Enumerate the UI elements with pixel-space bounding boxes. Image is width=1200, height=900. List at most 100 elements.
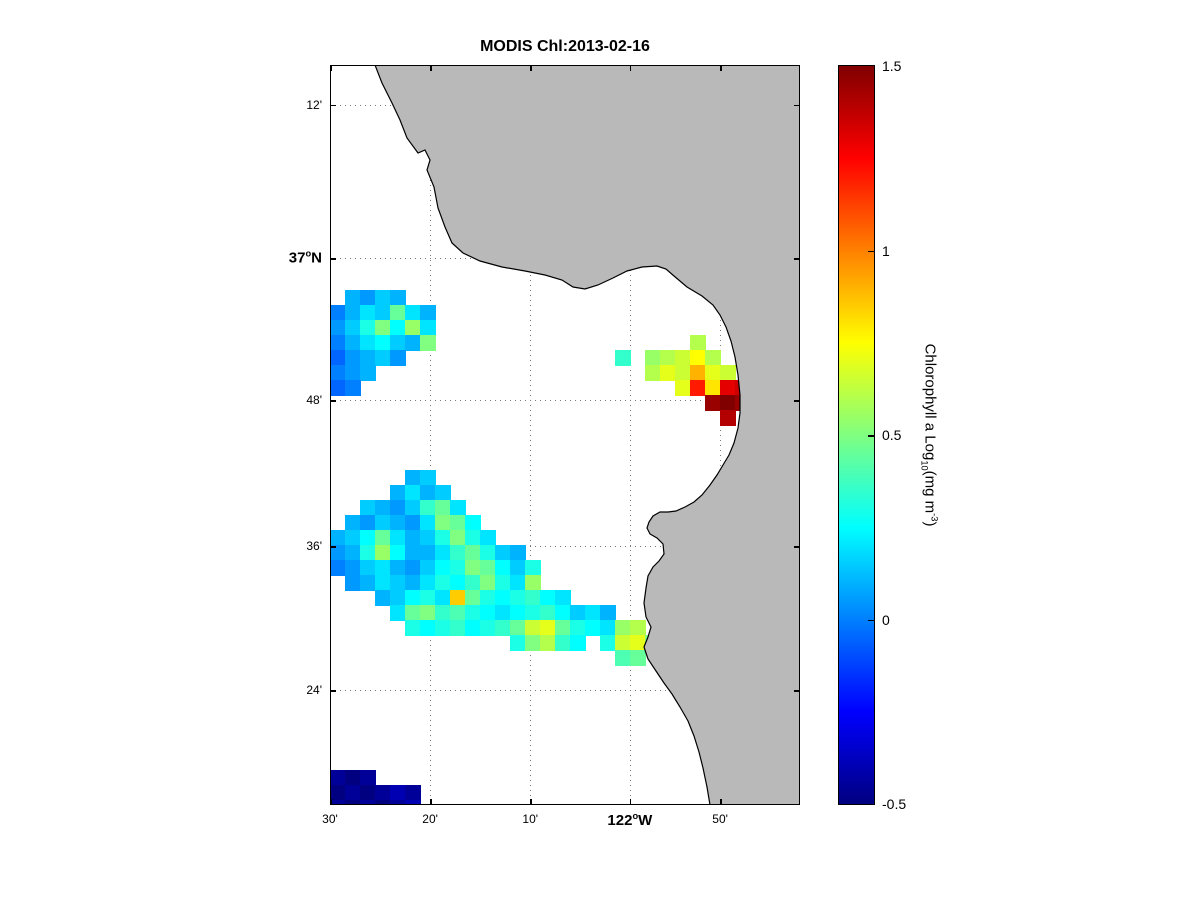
gridline-x: [720, 65, 722, 805]
heatmap-cell: [345, 545, 361, 561]
heatmap-cell: [675, 365, 691, 381]
heatmap-cell: [330, 800, 346, 805]
heatmap-cell: [330, 365, 346, 381]
tick-label-part: o: [305, 248, 312, 259]
heatmap-cell: [390, 560, 406, 576]
colorbar-label: Chlorophyll a Log10(mg m-3): [920, 344, 940, 527]
colorbar-tick-mark: [868, 250, 874, 252]
map-plot: 30' 20' 10' 122oW 50' 12' 37oN 48' 36' 24': [289, 65, 800, 829]
tick-mark-y: [794, 400, 800, 402]
heatmap-cell: [390, 290, 406, 306]
heatmap-cell: [480, 590, 496, 606]
heatmap-cell: [375, 590, 391, 606]
heatmap-cell: [510, 620, 526, 636]
heatmap-cell: [345, 770, 361, 786]
heatmap-cell: [390, 500, 406, 516]
x-tick-label: 20': [422, 812, 438, 826]
heatmap-cell: [450, 530, 466, 546]
heatmap-cell: [450, 575, 466, 591]
heatmap-cell: [360, 515, 376, 531]
heatmap-cell: [465, 620, 481, 636]
land-polygon: [374, 65, 800, 805]
heatmap-cell: [420, 485, 436, 501]
heatmap-cell: [525, 575, 541, 591]
heatmap-cell: [630, 635, 646, 651]
heatmap-cell: [435, 500, 451, 516]
heatmap-cell: [705, 365, 721, 381]
x-tick-label: 30': [322, 812, 338, 826]
heatmap-cell: [405, 575, 421, 591]
heatmap-cell: [540, 590, 556, 606]
x-tick-label: 122oW: [607, 811, 652, 829]
tick-mark-y: [794, 258, 800, 260]
heatmap-cell: [555, 605, 571, 621]
heatmap-cell: [375, 545, 391, 561]
heatmap-cell: [405, 785, 421, 801]
heatmap-cell: [480, 620, 496, 636]
heatmap-cell: [465, 575, 481, 591]
colorbar-label-mid: (mg m: [921, 470, 939, 514]
heatmap-cell: [405, 800, 421, 805]
heatmap-cell: [330, 320, 346, 336]
heatmap-cell: [345, 560, 361, 576]
heatmap-cell: [660, 365, 676, 381]
heatmap-cell: [420, 575, 436, 591]
heatmap-cell: [450, 545, 466, 561]
heatmap-cell: [450, 515, 466, 531]
y-tick-label: 37oN: [289, 248, 322, 267]
heatmap-cell: [345, 515, 361, 531]
heatmap-cell: [360, 350, 376, 366]
heatmap-cell: [420, 335, 436, 351]
heatmap-cell: [420, 590, 436, 606]
heatmap-cell: [510, 605, 526, 621]
heatmap-cell: [330, 530, 346, 546]
heatmap-cell: [375, 290, 391, 306]
heatmap-cell: [345, 335, 361, 351]
heatmap-cell: [480, 545, 496, 561]
heatmap-cell: [540, 635, 556, 651]
heatmap-cell: [570, 635, 586, 651]
heatmap-cell: [405, 620, 421, 636]
heatmap-cell: [390, 590, 406, 606]
heatmap-cell: [375, 305, 391, 321]
heatmap-cell: [435, 530, 451, 546]
colorbar: 1.5 1 0.5 0 -0.5: [838, 58, 906, 812]
heatmap-cell: [525, 605, 541, 621]
heatmap-cell: [645, 365, 661, 381]
heatmap-cell: [585, 620, 601, 636]
heatmap-cell: [420, 500, 436, 516]
heatmap-cell: [435, 545, 451, 561]
tick-mark-y: [794, 546, 800, 548]
heatmap-cell: [345, 800, 361, 805]
heatmap-cell: [465, 545, 481, 561]
heatmap-cell: [435, 560, 451, 576]
gridline-x: [530, 65, 532, 805]
heatmap-cell: [465, 515, 481, 531]
heatmap-cell: [480, 575, 496, 591]
colorbar-tick-label: 0.5: [882, 427, 902, 443]
tick-mark-x: [629, 65, 632, 71]
heatmap-cell: [390, 305, 406, 321]
heatmap-cell: [390, 515, 406, 531]
gridline-x: [629, 65, 631, 805]
heatmap-cell: [345, 575, 361, 591]
land-coastline: [374, 65, 800, 805]
heatmap-cell: [405, 530, 421, 546]
heatmap-cell: [510, 560, 526, 576]
heatmap-cell: [405, 485, 421, 501]
heatmap-cell: [390, 800, 406, 805]
colorbar-tick-label: -0.5: [882, 796, 907, 812]
axis-labels-layer: 30' 20' 10' 122oW 50' 12' 37oN 48' 36' 24': [289, 65, 800, 829]
heatmap-cell: [375, 335, 391, 351]
heatmap-cell: [585, 605, 601, 621]
heatmap-cell: [360, 305, 376, 321]
heatmap-cell: [690, 380, 706, 396]
heatmap-cell: [525, 560, 541, 576]
heatmap-cell: [405, 470, 421, 486]
colorbar-label-sup: -3: [929, 513, 940, 522]
heatmap-cell: [390, 530, 406, 546]
heatmap-cell: [390, 335, 406, 351]
heatmap-cell: [360, 575, 376, 591]
tick-mark-x: [330, 65, 332, 71]
